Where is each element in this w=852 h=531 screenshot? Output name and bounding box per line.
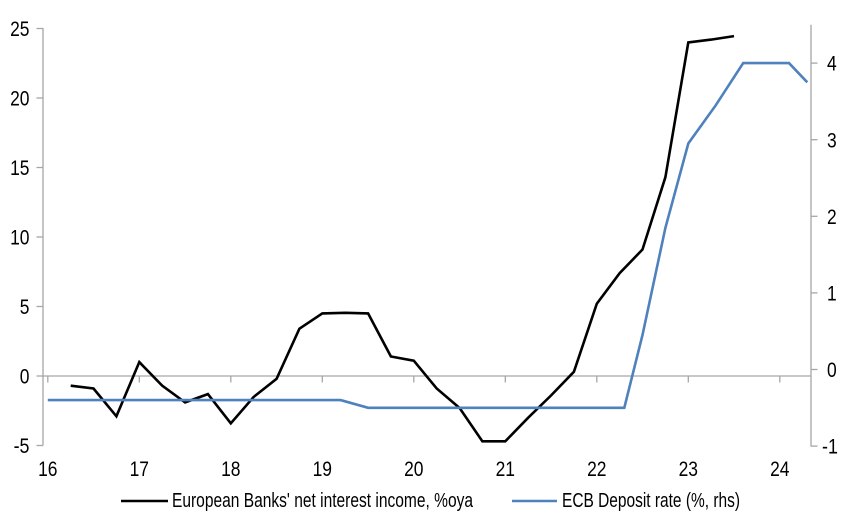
left-tick-label: 5 [20, 296, 30, 319]
right-tick-label: -1 [822, 436, 838, 459]
x-tick-label: 22 [587, 458, 606, 481]
x-tick-label: 19 [313, 458, 332, 481]
legend-label-1: ECB Deposit rate (%, rhs) [562, 490, 740, 512]
left-tick-label: 20 [10, 88, 29, 111]
right-tick-label: 3 [827, 129, 837, 152]
x-tick-label: 17 [130, 458, 149, 481]
left-tick-label: 25 [10, 18, 29, 41]
left-tick-label: 0 [20, 366, 30, 389]
x-tick-label: 20 [404, 458, 423, 481]
x-tick-label: 21 [496, 458, 515, 481]
x-tick-label: 18 [221, 458, 240, 481]
left-tick-label: 15 [10, 157, 29, 180]
right-tick-label: 1 [827, 282, 837, 305]
right-tick-label: 2 [827, 206, 837, 229]
right-tick-label: 0 [827, 359, 837, 382]
series-line-1 [47, 61, 809, 410]
legend-label-0: European Banks' net interest income, %oy… [172, 490, 474, 512]
x-tick-label: 16 [38, 458, 57, 481]
right-tick-label: 4 [827, 53, 837, 76]
left-tick-label: 10 [10, 227, 29, 250]
x-tick-label: 23 [679, 458, 698, 481]
x-tick-label: 24 [770, 458, 790, 481]
left-tick-label: -5 [14, 435, 30, 458]
